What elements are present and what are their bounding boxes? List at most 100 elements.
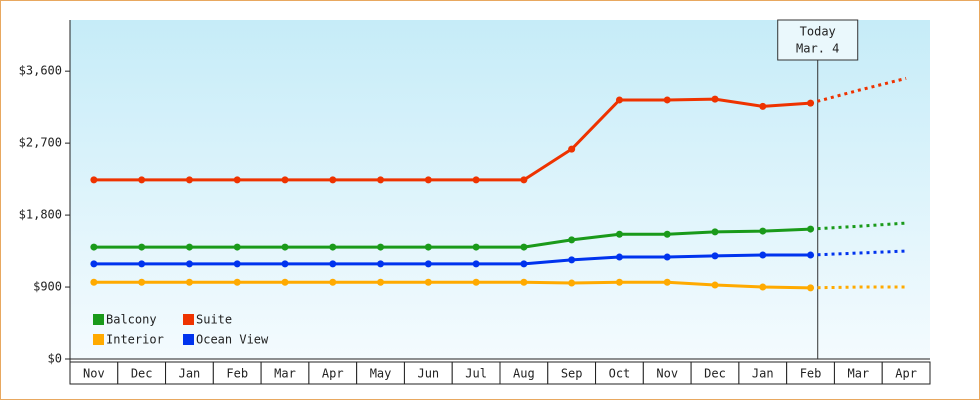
point xyxy=(663,96,671,104)
point xyxy=(233,176,241,184)
point xyxy=(615,253,623,261)
plot-area xyxy=(70,20,930,359)
point xyxy=(377,278,385,286)
point xyxy=(568,279,576,287)
x-tick-label: Feb xyxy=(226,367,248,381)
point xyxy=(807,251,815,259)
x-tick-label: Feb xyxy=(800,367,822,381)
x-tick-label: Nov xyxy=(656,367,678,381)
forecast-line xyxy=(810,76,907,105)
forecast-line xyxy=(810,285,907,290)
point xyxy=(807,99,815,107)
x-tick-label: Nov xyxy=(83,367,105,381)
point xyxy=(281,176,289,184)
point xyxy=(615,230,623,238)
today-label: Today xyxy=(800,25,836,39)
point xyxy=(329,243,337,251)
point xyxy=(711,228,719,236)
series-line xyxy=(93,97,811,182)
y-tick-label: $3,600 xyxy=(19,64,62,78)
y-tick-label: $1,800 xyxy=(19,208,62,222)
point xyxy=(568,236,576,244)
x-tick-label: Apr xyxy=(322,367,344,381)
x-cell xyxy=(881,361,931,385)
point xyxy=(233,278,241,286)
point xyxy=(472,243,480,251)
point xyxy=(520,176,528,184)
point xyxy=(807,225,815,233)
point xyxy=(377,176,385,184)
today-label: Mar. 4 xyxy=(796,42,839,56)
point xyxy=(185,176,193,184)
x-tick-label: Jan xyxy=(752,367,774,381)
x-tick-label: May xyxy=(370,367,392,381)
x-tick-label: Dec xyxy=(131,367,153,381)
y-tick-label: $0 xyxy=(48,352,62,366)
point xyxy=(281,260,289,268)
point xyxy=(90,176,98,184)
x-tick-label: Jul xyxy=(465,367,487,381)
legend-label: Ocean View xyxy=(196,333,269,347)
point xyxy=(520,278,528,286)
point xyxy=(329,278,337,286)
y-tick-label: $900 xyxy=(33,280,62,294)
point xyxy=(138,278,146,286)
point xyxy=(138,243,146,251)
legend-swatch xyxy=(93,334,104,345)
point xyxy=(424,243,432,251)
point xyxy=(568,256,576,264)
point xyxy=(377,260,385,268)
x-tick-label: Apr xyxy=(895,367,917,381)
point xyxy=(90,243,98,251)
point xyxy=(329,260,337,268)
x-tick-label: Mar xyxy=(274,367,296,381)
point xyxy=(663,230,671,238)
point xyxy=(472,278,480,286)
point xyxy=(759,283,767,291)
legend-swatch xyxy=(183,334,194,345)
point xyxy=(472,260,480,268)
point xyxy=(185,260,193,268)
series-line xyxy=(93,253,811,266)
point xyxy=(568,145,576,153)
point xyxy=(759,102,767,110)
point xyxy=(520,260,528,268)
point xyxy=(424,278,432,286)
forecast-line xyxy=(810,221,907,231)
point xyxy=(663,278,671,286)
point xyxy=(233,243,241,251)
point xyxy=(615,96,623,104)
point xyxy=(759,227,767,235)
point xyxy=(90,260,98,268)
point xyxy=(281,243,289,251)
x-tick-label: Aug xyxy=(513,367,535,381)
today-box xyxy=(777,19,859,61)
point xyxy=(329,176,337,184)
point xyxy=(663,253,671,261)
point xyxy=(281,278,289,286)
point xyxy=(138,176,146,184)
point xyxy=(759,251,767,259)
point xyxy=(711,252,719,260)
point xyxy=(185,278,193,286)
y-tick-label: $2,700 xyxy=(19,136,62,150)
x-tick-label: Oct xyxy=(609,367,631,381)
legend-swatch xyxy=(93,314,104,325)
legend-label: Suite xyxy=(196,313,232,327)
point xyxy=(615,278,623,286)
point xyxy=(711,281,719,289)
point xyxy=(807,284,815,292)
x-tick-label: Jun xyxy=(417,367,439,381)
legend-label: Balcony xyxy=(106,313,157,327)
point xyxy=(377,243,385,251)
point xyxy=(138,260,146,268)
series-line xyxy=(93,280,811,290)
point xyxy=(90,278,98,286)
x-tick-label: Mar xyxy=(847,367,869,381)
point xyxy=(472,176,480,184)
legend-label: Interior xyxy=(106,333,164,347)
point xyxy=(520,243,528,251)
forecast-line xyxy=(810,249,907,257)
series-line xyxy=(93,227,811,249)
